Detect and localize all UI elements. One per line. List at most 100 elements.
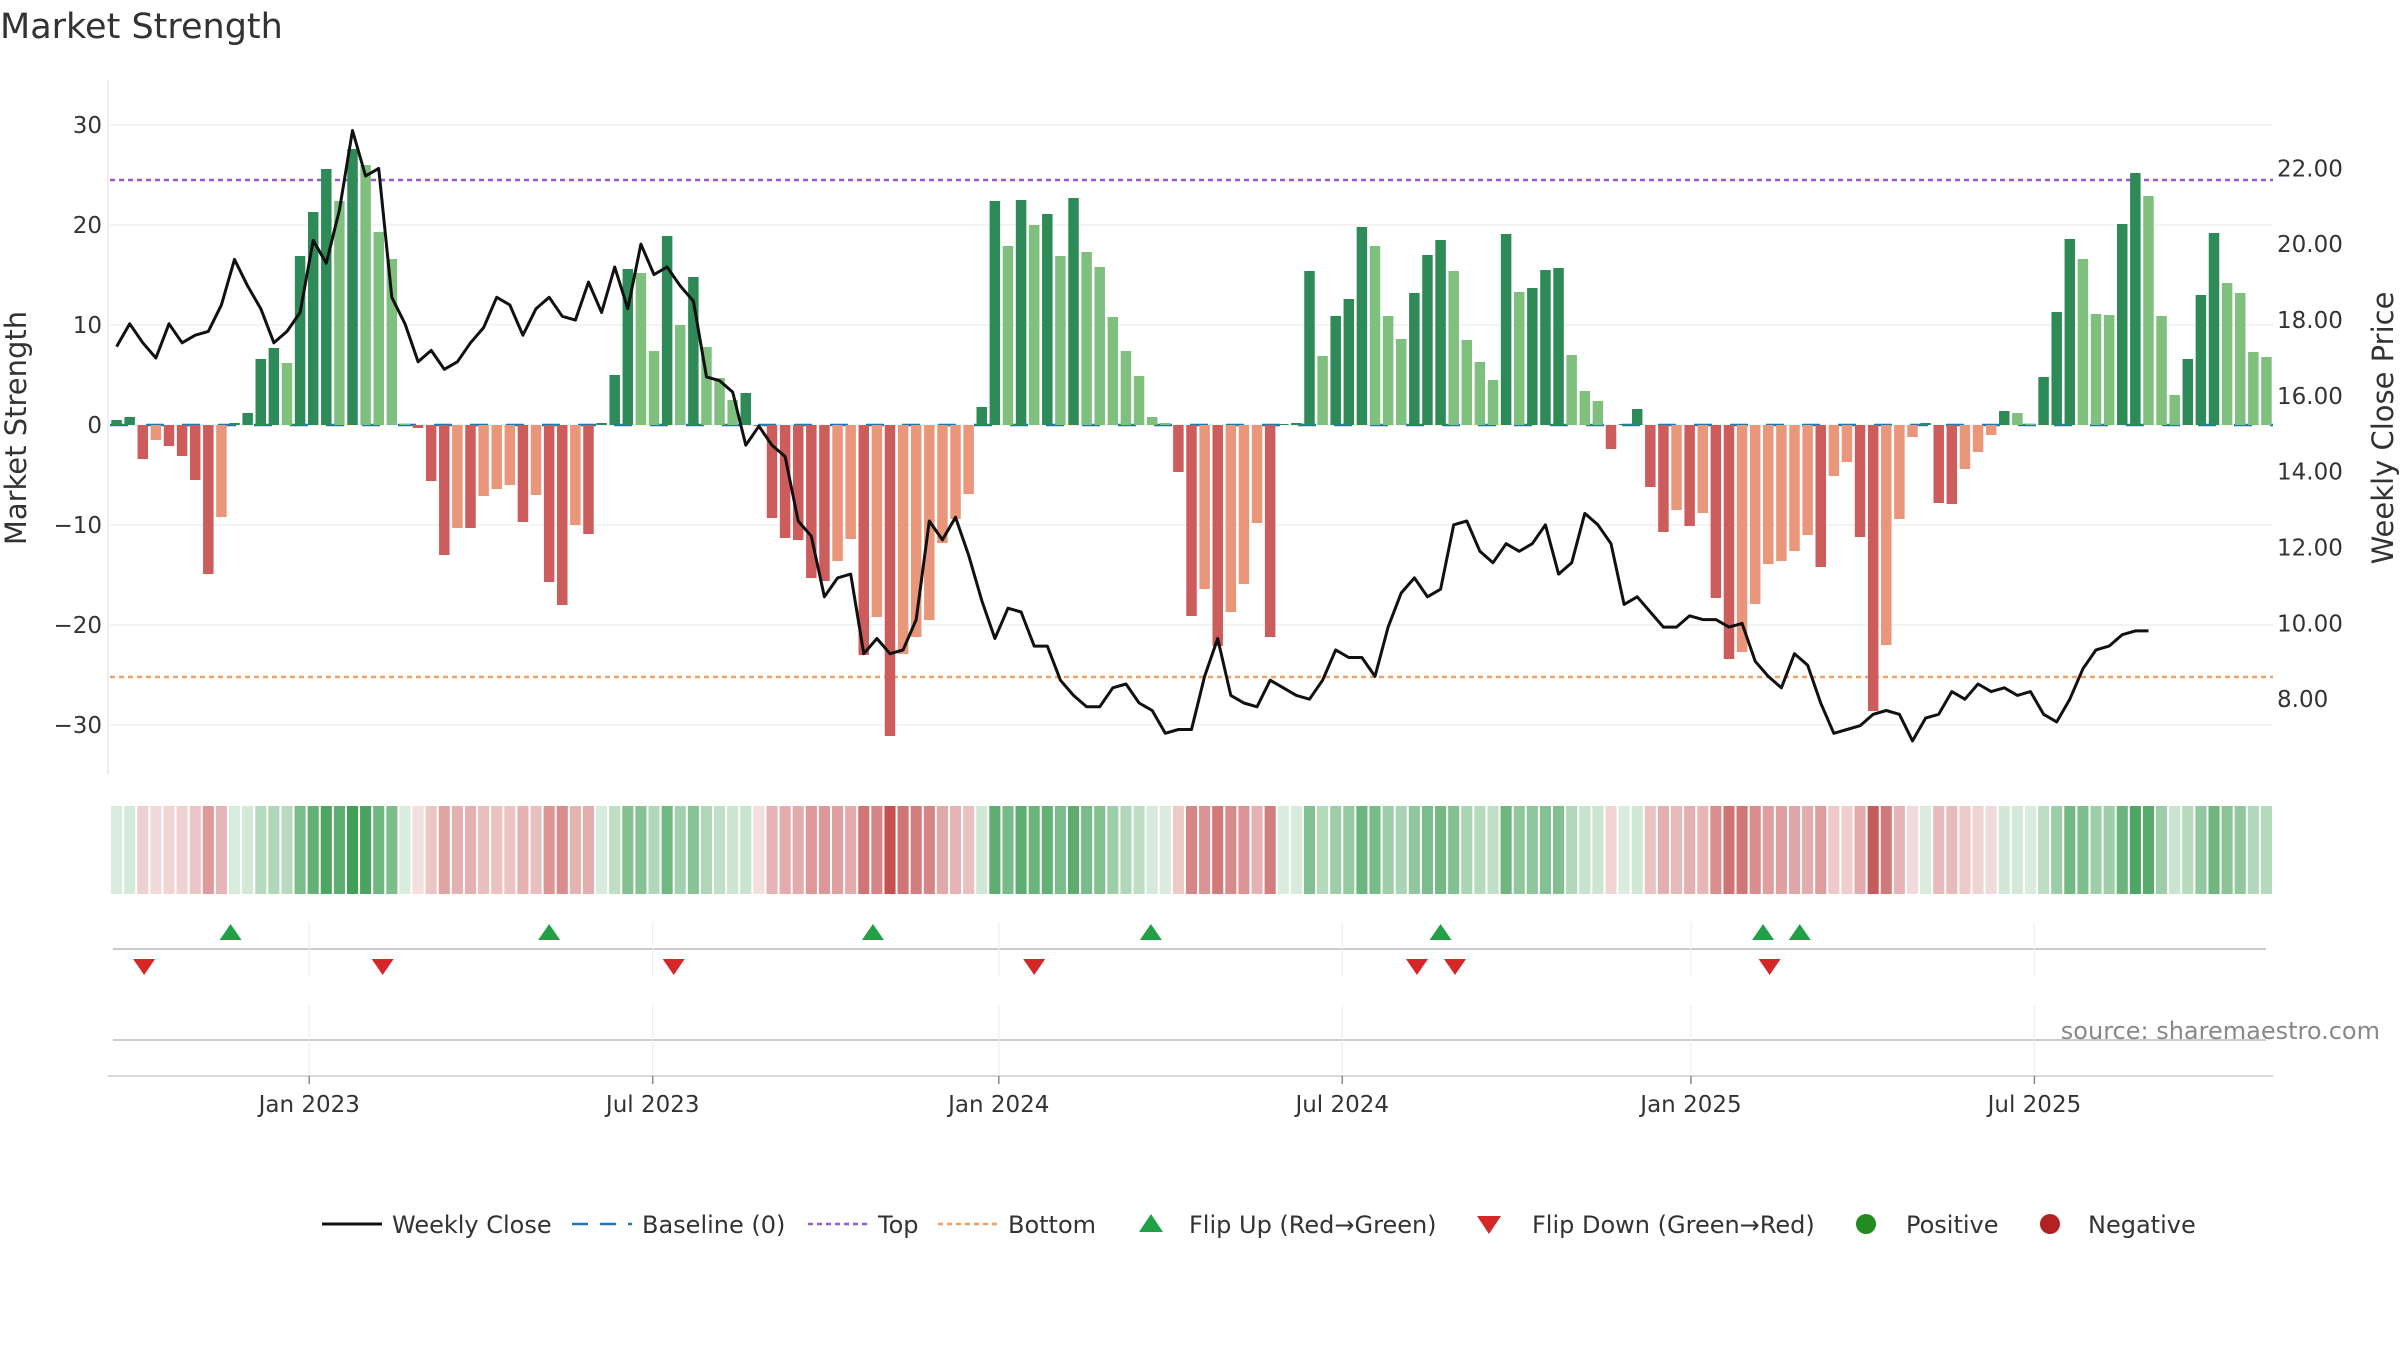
strength-bar bbox=[1553, 268, 1564, 425]
heat-cell bbox=[1094, 806, 1106, 894]
strength-bar bbox=[1369, 246, 1381, 425]
heat-cell bbox=[386, 806, 398, 894]
heat-cell bbox=[307, 806, 319, 894]
strength-bar bbox=[779, 425, 791, 538]
strength-bar bbox=[1802, 425, 1813, 535]
heat-cell bbox=[1697, 806, 1709, 894]
strength-bar bbox=[1972, 425, 1984, 452]
heat-cell bbox=[1146, 806, 1158, 894]
strength-bars bbox=[111, 149, 2272, 736]
heat-cell bbox=[2038, 806, 2050, 894]
right-tick-label: 10.00 bbox=[2277, 611, 2343, 637]
heat-cell bbox=[530, 806, 542, 894]
x-tick-label: Jul 2025 bbox=[1986, 1092, 2082, 1118]
heat-cell bbox=[582, 806, 595, 894]
heat-cell bbox=[1067, 806, 1080, 894]
strength-bar bbox=[1500, 234, 1512, 425]
strength-bar bbox=[661, 236, 673, 425]
heat-cell bbox=[150, 806, 162, 894]
strength-bar bbox=[137, 425, 149, 459]
heat-cell bbox=[215, 806, 227, 894]
axes: 30 20 10 0 −10 −20 −30 22.00 20.00 18.00 16.00 14.0… bbox=[53, 80, 2343, 775]
heat-cell bbox=[818, 806, 830, 894]
strength-bar bbox=[871, 425, 883, 617]
strength-bar bbox=[1382, 316, 1394, 425]
flip-up-marker bbox=[1139, 924, 1162, 940]
strength-bar bbox=[2261, 357, 2272, 425]
heat-cell bbox=[1487, 806, 1499, 894]
strength-bar bbox=[1343, 299, 1355, 425]
strength-bar bbox=[2234, 293, 2246, 425]
heat-cell bbox=[2011, 806, 2023, 894]
heat-cell bbox=[910, 806, 922, 894]
strength-bar bbox=[216, 425, 227, 517]
heat-cell bbox=[687, 806, 699, 894]
flip-up-marker bbox=[538, 924, 561, 940]
strength-bar bbox=[1028, 225, 1040, 425]
heat-cell bbox=[504, 806, 516, 894]
flip-down-marker bbox=[1023, 959, 1046, 975]
heat-cell bbox=[805, 806, 817, 894]
flip-up-marker bbox=[1788, 924, 1811, 940]
heat-cell bbox=[1867, 806, 1879, 894]
strength-bar bbox=[1238, 425, 1250, 584]
strength-bar bbox=[727, 400, 738, 425]
right-tick-label: 14.00 bbox=[2277, 460, 2343, 486]
strength-bar bbox=[1015, 200, 1027, 425]
x-tick-label: Jul 2023 bbox=[604, 1092, 700, 1118]
strength-bar bbox=[2090, 314, 2102, 425]
strength-bar bbox=[1776, 425, 1787, 561]
heat-cell bbox=[1946, 806, 1958, 894]
heat-cell bbox=[163, 806, 175, 894]
strength-bar bbox=[203, 425, 214, 574]
heat-cell bbox=[543, 806, 555, 894]
heat-cell bbox=[2195, 806, 2207, 894]
strength-bar bbox=[1461, 340, 1473, 425]
heat-cell bbox=[517, 806, 529, 894]
left-tick-label: 10 bbox=[73, 313, 102, 339]
strength-bar bbox=[1854, 425, 1866, 537]
strength-bar bbox=[622, 269, 634, 425]
weekly-close-path bbox=[115, 129, 2149, 743]
legend-swatch-flip-down bbox=[1477, 1216, 1501, 1234]
strength-bar bbox=[1946, 425, 1958, 504]
strength-bar bbox=[963, 425, 974, 494]
heat-cell bbox=[333, 806, 345, 894]
strength-bar bbox=[1671, 425, 1682, 510]
heat-cell bbox=[2024, 806, 2037, 894]
heat-cell bbox=[124, 806, 136, 894]
legend-label: Positive bbox=[1906, 1211, 1999, 1239]
heat-cell bbox=[1972, 806, 1984, 894]
strength-bar bbox=[412, 425, 424, 428]
heat-cell bbox=[2064, 806, 2076, 894]
heat-cell bbox=[2103, 806, 2115, 894]
right-tick-label: 22.00 bbox=[2277, 156, 2343, 182]
legend-label: Bottom bbox=[1008, 1211, 1096, 1239]
strength-bar bbox=[504, 425, 516, 485]
heat-cell bbox=[1762, 806, 1774, 894]
strength-bar bbox=[1527, 288, 1538, 425]
heat-cell bbox=[622, 806, 634, 894]
strength-bar bbox=[1251, 425, 1263, 523]
strength-bar bbox=[1448, 271, 1459, 425]
strength-bar bbox=[334, 201, 345, 425]
heat-cell bbox=[255, 806, 267, 894]
right-axis-title: Weekly Close Price bbox=[2366, 292, 2400, 565]
strength-bar bbox=[1789, 425, 1800, 551]
strength-bar bbox=[2103, 315, 2115, 425]
strength-bar bbox=[910, 425, 922, 637]
heat-cell bbox=[1369, 806, 1381, 894]
left-tick-label: −10 bbox=[53, 513, 102, 539]
heat-cell bbox=[1120, 806, 1132, 894]
legend-label: Negative bbox=[2088, 1211, 2196, 1239]
strength-bar bbox=[1736, 425, 1748, 652]
strength-bar bbox=[1081, 252, 1092, 425]
heat-cell bbox=[1395, 806, 1407, 894]
heat-cell bbox=[1356, 806, 1368, 894]
strength-bar bbox=[242, 413, 253, 425]
heat-cell bbox=[1028, 806, 1040, 894]
heat-cell bbox=[478, 806, 490, 894]
heat-cell bbox=[1893, 806, 1905, 894]
heat-cell bbox=[1513, 806, 1525, 894]
strength-bar bbox=[937, 425, 948, 543]
